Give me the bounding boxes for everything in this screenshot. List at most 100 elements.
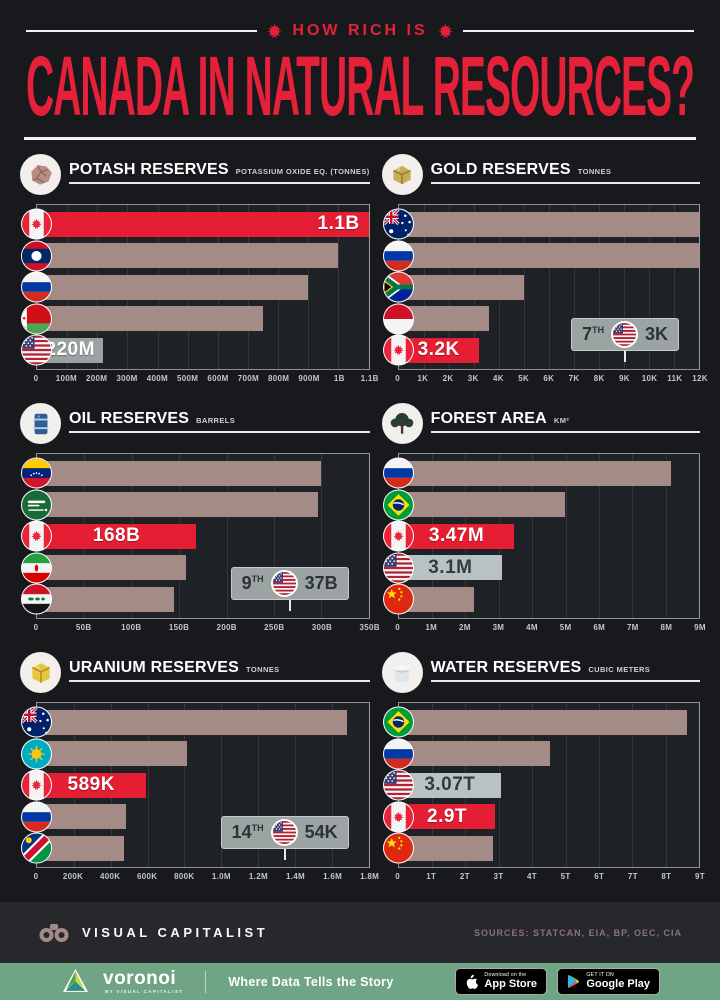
x-tick-label: 9K: [618, 374, 630, 383]
us-rank-callout: 14TH 54K: [220, 816, 349, 860]
bar-row-canada: 2.9T: [382, 801, 699, 832]
flag-indonesia-icon: [382, 303, 414, 334]
bar-row-laos: [21, 240, 369, 271]
potash-icon: [20, 154, 61, 195]
voronoi-wordmark: voronoi: [103, 967, 177, 989]
flag-australia-icon: [382, 208, 414, 240]
callout-badge: 9TH 37B: [230, 567, 349, 600]
flag-brazil-icon: [382, 489, 414, 520]
gridline: [368, 454, 370, 618]
google-play-icon: [568, 975, 580, 988]
bar-laos: [37, 243, 339, 268]
x-tick-label: 8M: [660, 623, 673, 632]
gridline: [648, 205, 650, 369]
x-tick-label: 9T: [695, 872, 705, 881]
visual-capitalist-wordmark: VISUAL CAPITALIST: [82, 925, 269, 940]
x-tick-label: 7M: [626, 623, 639, 632]
callout-badge: 14TH 54K: [220, 816, 349, 849]
chart-header-text: OIL RESERVES BARRELS: [69, 403, 370, 433]
app-store-text: Download on the App Store: [484, 971, 537, 991]
gridline: [338, 205, 340, 369]
bar-canada: 168B: [37, 523, 197, 549]
x-tick-label: 3M: [492, 623, 505, 632]
x-tick-label: 4K: [493, 374, 504, 383]
flag-russia-icon: [21, 271, 52, 303]
x-tick-label: 7K: [568, 374, 580, 383]
app-store-kicker: Download on the: [484, 971, 527, 978]
uranium-icon: [20, 652, 61, 693]
chart-header-uranium: URANIUM RESERVES TONNES: [20, 652, 370, 698]
bar-value-label: 1.1B: [317, 213, 360, 234]
x-tick-label: 200K: [62, 872, 84, 881]
gridline: [221, 703, 223, 867]
bar-russia: [398, 460, 671, 486]
callout-value: 54K: [304, 822, 338, 842]
chart-title: GOLD RESERVES: [430, 161, 571, 178]
bar-iran: [37, 555, 186, 580]
chart-title-row: FOREST AREA KM²: [431, 410, 700, 428]
bar-row-united-states: 3.1M: [382, 552, 699, 583]
gridline: [321, 454, 323, 618]
us-rank-callout: 9TH 37B: [230, 567, 349, 611]
x-tick-label: 1K: [417, 374, 429, 383]
x-tick-label: 0: [33, 623, 39, 632]
flag-usa-icon: [382, 769, 414, 801]
chart-panel-water: WATER RESERVES CUBIC METERS 3.07T 2.9T 0 1T 2T…: [381, 652, 705, 885]
flag-kazakhstan-icon: [21, 738, 52, 769]
x-tick-label: 1.6M: [323, 872, 343, 881]
gridline: [258, 703, 260, 867]
visual-capitalist-brand: VISUAL CAPITALIST: [38, 922, 268, 943]
x-tick-label: 3T: [493, 872, 504, 881]
bar-row-venezuela: [21, 457, 369, 489]
bar-russia: [398, 741, 550, 766]
x-tick-label: 1M: [425, 623, 438, 632]
bar-south-africa: [398, 274, 524, 300]
flag-canada-icon: [21, 769, 52, 801]
flag-southafrica-icon: [382, 271, 414, 303]
x-tick-label: 8T: [661, 872, 672, 881]
google-play-kicker: GET IT ON: [586, 971, 614, 978]
flag-australia-icon: [21, 706, 52, 738]
kicker-line-left: [26, 30, 258, 32]
page-header: HOW RICH IS CANADA IN NATURAL RESOURCES?: [0, 0, 720, 140]
bar-row-russia: [21, 271, 369, 303]
google-play-badge[interactable]: GET IT ON Google Play: [557, 968, 660, 995]
flag-russia-icon: [382, 240, 414, 271]
flag-canada-icon: [382, 801, 414, 832]
x-tick-label: 500M: [177, 374, 199, 383]
app-store-name: App Store: [484, 978, 537, 991]
footer-divider: [205, 970, 207, 993]
chart-title-row: GOLD RESERVES TONNES: [431, 161, 700, 179]
x-tick-label: 6K: [543, 374, 555, 383]
chart-subtitle: TONNES: [577, 167, 612, 176]
x-tick-label: 6M: [593, 623, 606, 632]
chart-title-row: URANIUM RESERVES TONNES: [69, 659, 370, 677]
gridline: [147, 703, 149, 867]
chart-title-row: POTASH RESERVES POTASSIUM OXIDE EQ. (TONN…: [69, 161, 370, 179]
bar-belarus: [37, 306, 264, 331]
x-tick-label: 0: [395, 374, 401, 383]
kicker-row: HOW RICH IS: [26, 22, 694, 40]
chart-header-text: URANIUM RESERVES TONNES: [69, 652, 370, 682]
x-tick-label: 600K: [137, 872, 158, 881]
x-tick-label: 100B: [121, 623, 142, 632]
x-tick-label: 800M: [268, 374, 290, 383]
app-store-badge[interactable]: Download on the App Store: [455, 968, 548, 995]
gridline: [273, 454, 275, 618]
x-tick-label: 11K: [667, 374, 683, 383]
x-tick-label: 5M: [559, 623, 572, 632]
store-badges: Download on the App Store GET IT ON Goog…: [455, 968, 660, 995]
bar-row-russia: [382, 240, 699, 271]
bar-value-label: 3.07T: [424, 774, 476, 795]
callout-rank: 14TH: [231, 822, 264, 842]
gridline: [673, 205, 675, 369]
x-tick-label: 50B: [75, 623, 92, 632]
gridline: [573, 205, 575, 369]
callout-rank-ordinal: TH: [591, 325, 604, 335]
x-tick-label: 0: [395, 872, 401, 881]
chart-header-potash: POTASH RESERVES POTASSIUM OXIDE EQ. (TONN…: [20, 154, 370, 200]
x-tick-label: 1.1B: [360, 374, 379, 383]
bar-united-states: 3.07T: [398, 772, 502, 798]
bar-value-label: 168B: [92, 525, 141, 546]
kicker-line-right: [462, 30, 694, 32]
